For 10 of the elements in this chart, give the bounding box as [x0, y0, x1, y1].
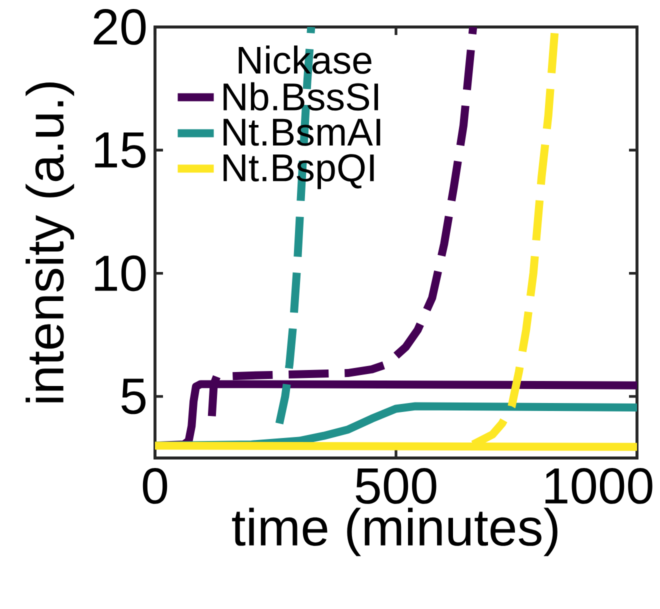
- x-axis-title: time (minutes): [232, 508, 558, 556]
- y-tick-label: 20: [94, 9, 146, 45]
- x-tick-label: 0: [142, 468, 168, 504]
- y-tick-label: 5: [121, 378, 146, 414]
- x-tick-label: 500: [356, 468, 436, 504]
- y-axis-title: intensity (a.u.): [26, 82, 74, 402]
- x-tick-label: 1000: [545, 468, 652, 504]
- y-tick-label: 15: [95, 132, 146, 168]
- y-tick-label: 10: [95, 255, 146, 292]
- legend-label: Nb.BssSI: [224, 82, 378, 111]
